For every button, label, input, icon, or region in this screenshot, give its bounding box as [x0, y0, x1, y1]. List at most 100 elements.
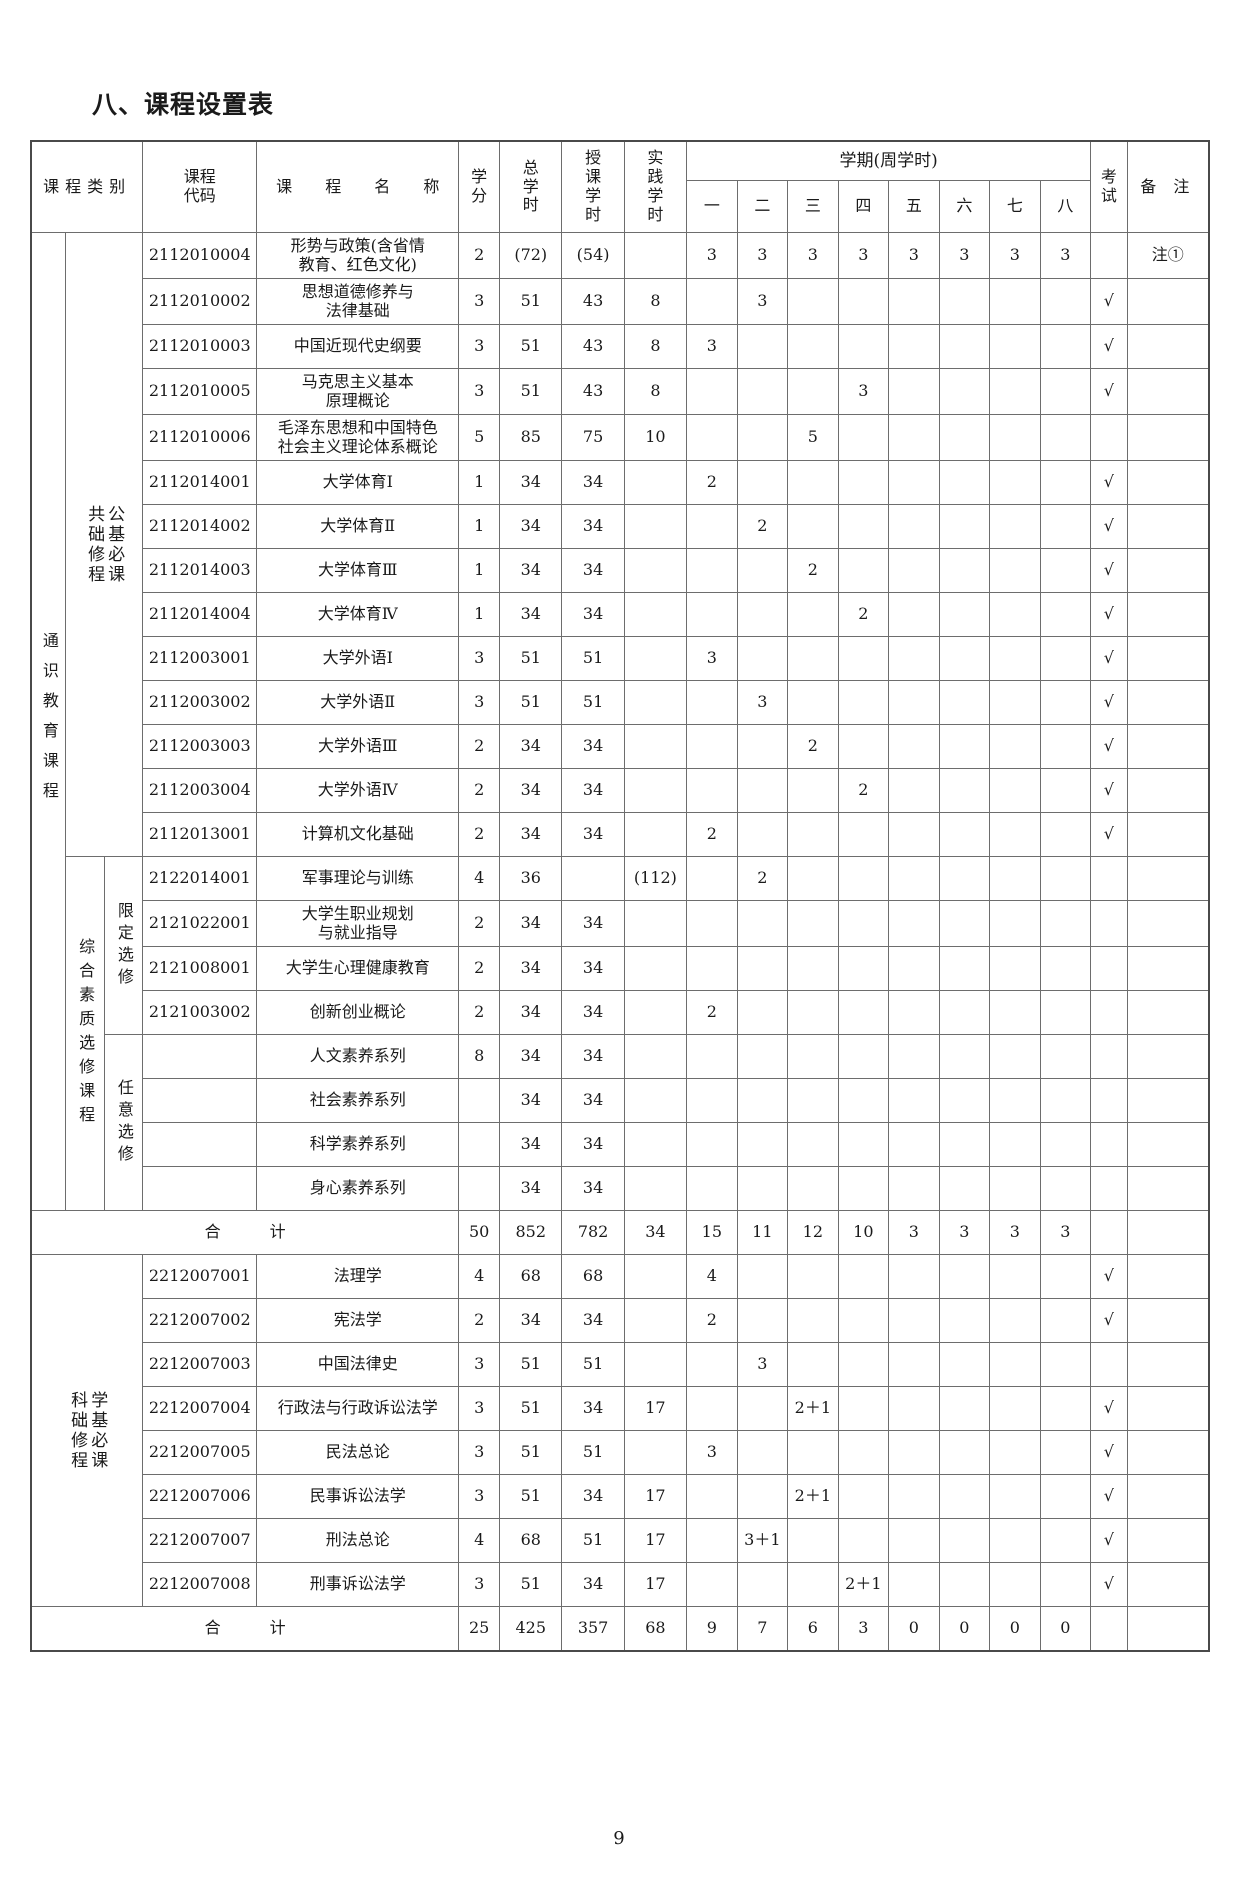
semester-4-value	[837, 900, 890, 947]
semester-1-value	[686, 1034, 738, 1079]
semester-8-value	[1039, 946, 1092, 991]
practice-hours-value	[623, 680, 688, 725]
header-semester-3: 三	[787, 180, 839, 233]
semester-2-value	[736, 1122, 789, 1167]
credit-value: 3	[458, 1474, 501, 1519]
remark-value	[1126, 900, 1210, 947]
semester-5-value	[888, 768, 940, 813]
course-code: 2212007001	[142, 1254, 258, 1299]
semester-6-value	[938, 812, 991, 857]
course-code: 2121003002	[142, 990, 258, 1035]
course-name: 行政法与行政诉讼法学	[256, 1386, 460, 1431]
credit-value: 1	[458, 592, 501, 637]
semester-6-value	[938, 414, 991, 461]
exam-checkmark: √	[1090, 1298, 1128, 1343]
semester-1-value	[686, 1518, 738, 1563]
remark-value: 注①	[1126, 232, 1210, 279]
semester-8-value	[1039, 1518, 1092, 1563]
credit-value: 3	[458, 680, 501, 725]
semester-2-value	[736, 812, 789, 857]
table-row: 2112013001 计算机文化基础 2 34 34 2 √	[31, 812, 1210, 857]
lecture-hours-value: 34	[561, 1122, 625, 1167]
semester-6-value	[938, 680, 991, 725]
subtotal-credit: 25	[458, 1606, 501, 1651]
semester-7-value	[989, 1386, 1041, 1431]
table-row: 2212007007 刑法总论 4 68 51 17 3＋1 √	[31, 1518, 1210, 1563]
credit-value: 8	[458, 1034, 501, 1079]
header-semester-1: 一	[686, 180, 738, 233]
semester-7-value	[989, 414, 1041, 461]
total-hours-value: 34	[499, 946, 563, 991]
semester-1-value	[686, 278, 738, 325]
semester-3-value	[787, 504, 839, 549]
table-row: 2212007008 刑事诉讼法学 3 51 34 17 2＋1 √	[31, 1562, 1210, 1607]
course-code: 2112010003	[142, 324, 258, 369]
subtotal-row-discipline-basic: 合 计 25 425 357 68 9 7 6 3 0 0 0 0	[30, 1606, 1210, 1651]
semester-3-value	[787, 1430, 839, 1475]
remark-value	[1126, 1430, 1210, 1475]
semester-3-value: 5	[787, 414, 839, 461]
total-hours-value: 51	[499, 1430, 563, 1475]
course-name: 身心素养系列	[256, 1166, 460, 1211]
table-row: 2112014001 大学体育Ⅰ 1 34 34 2 √	[31, 460, 1210, 505]
remark-value	[1126, 1254, 1210, 1299]
semester-1-value: 4	[686, 1254, 738, 1299]
credit-value: 1	[458, 548, 501, 593]
semester-7-value	[989, 990, 1041, 1035]
practice-hours-value	[623, 1122, 688, 1167]
lecture-hours-value: (54)	[561, 232, 625, 279]
semester-2-value	[736, 324, 789, 369]
subtotal-semester-6: 3	[938, 1210, 991, 1255]
semester-3-value	[787, 368, 839, 415]
subtotal-semester-3: 12	[787, 1210, 839, 1255]
header-course-code-line1: 课程	[183, 167, 216, 187]
semester-8-value	[1039, 812, 1092, 857]
exam-checkmark: √	[1090, 1386, 1128, 1431]
course-code: 2112003001	[142, 636, 258, 681]
lecture-hours-value: 34	[561, 1166, 625, 1211]
remark-value	[1126, 414, 1210, 461]
semester-2-value: 2	[736, 504, 789, 549]
semester-7-value	[989, 724, 1041, 769]
table-row: 2112003003 大学外语Ⅲ 2 34 34 2 √	[31, 724, 1210, 769]
semester-4-value	[837, 1342, 890, 1387]
table-row: 科学素养系列 34 34	[31, 1122, 1210, 1167]
semester-7-value	[989, 856, 1041, 901]
semester-4-value	[837, 1474, 890, 1519]
semester-1-value: 2	[686, 1298, 738, 1343]
lecture-hours-value: 34	[561, 1034, 625, 1079]
lecture-hours-value: 34	[561, 1298, 625, 1343]
semester-3-value	[787, 990, 839, 1035]
semester-6-value	[938, 1254, 991, 1299]
subtotal-semester-6: 0	[938, 1606, 991, 1651]
semester-7-value	[989, 1078, 1041, 1123]
course-name: 计算机文化基础	[256, 812, 460, 857]
exam-checkmark: √	[1090, 460, 1128, 505]
semester-1-value	[686, 414, 738, 461]
lecture-hours-value: 43	[561, 324, 625, 369]
semester-7-value	[989, 592, 1041, 637]
course-name: 大学外语Ⅲ	[256, 724, 460, 769]
exam-checkmark	[1090, 1034, 1128, 1079]
semester-2-value	[736, 1562, 789, 1607]
semester-7-value	[989, 1474, 1041, 1519]
semester-7-value	[989, 548, 1041, 593]
practice-hours-value: 8	[623, 278, 688, 325]
semester-6-value	[938, 548, 991, 593]
lecture-hours-value: 34	[561, 946, 625, 991]
semester-5-value	[888, 324, 940, 369]
semester-1-value: 2	[686, 460, 738, 505]
practice-hours-value: 17	[623, 1518, 688, 1563]
practice-hours-value	[623, 1166, 688, 1211]
exam-checkmark	[1090, 990, 1128, 1035]
practice-hours-value	[623, 460, 688, 505]
semester-1-value	[686, 504, 738, 549]
semester-8-value	[1039, 724, 1092, 769]
semester-6-value	[938, 1562, 991, 1607]
course-code: 2212007002	[142, 1298, 258, 1343]
table-row: 2112003002 大学外语Ⅱ 3 51 51 3 √	[31, 680, 1210, 725]
credit-value	[458, 1122, 501, 1167]
total-hours-value: 34	[499, 1122, 563, 1167]
table-row: 2121022001 大学生职业规划 与就业指导 2 34 34	[31, 900, 1210, 947]
semester-6-value	[938, 946, 991, 991]
